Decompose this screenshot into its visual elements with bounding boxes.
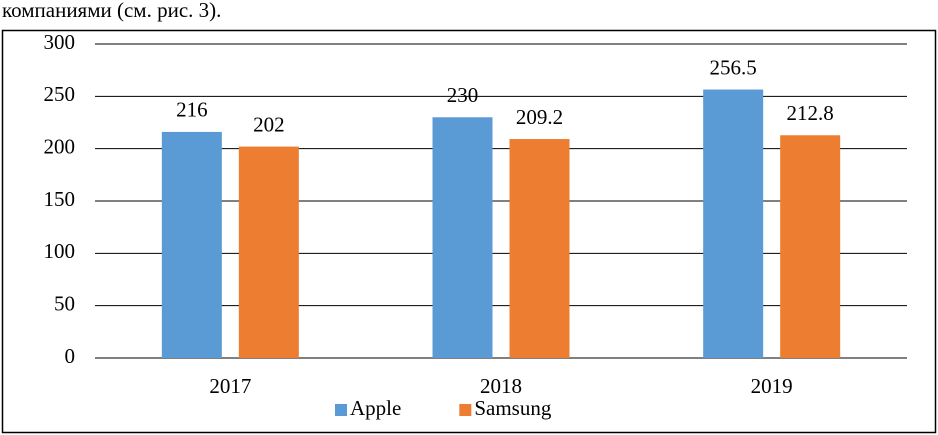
bar — [780, 135, 841, 358]
x-tick-label: 2018 — [480, 374, 522, 398]
bar — [238, 146, 299, 358]
legend-swatch — [335, 404, 347, 416]
y-tick-label: 300 — [44, 30, 76, 54]
bar — [509, 139, 570, 358]
legend-label: Apple — [350, 396, 401, 420]
data-label: 216 — [176, 98, 208, 122]
legend-label: Samsung — [474, 396, 552, 420]
data-label: 202 — [253, 112, 285, 136]
y-tick-label: 50 — [54, 291, 75, 315]
y-tick-label: 250 — [44, 82, 76, 106]
paragraph-text: компаниями (см. рис. 3). — [2, 0, 221, 22]
x-tick-label: 2019 — [751, 374, 793, 398]
bar — [703, 89, 764, 358]
chart-frame — [1, 29, 937, 434]
y-tick-label: 150 — [44, 187, 76, 211]
data-label: 256.5 — [710, 55, 757, 79]
data-label: 209.2 — [516, 105, 563, 129]
data-label: 230 — [447, 83, 479, 107]
legend-swatch — [459, 404, 472, 416]
bar — [161, 131, 222, 358]
bar — [432, 117, 493, 359]
y-tick-label: 100 — [44, 239, 76, 263]
data-label: 212.8 — [787, 101, 834, 125]
y-tick-label: 200 — [44, 134, 76, 158]
y-tick-label: 0 — [65, 344, 76, 368]
x-tick-label: 2017 — [209, 374, 251, 398]
